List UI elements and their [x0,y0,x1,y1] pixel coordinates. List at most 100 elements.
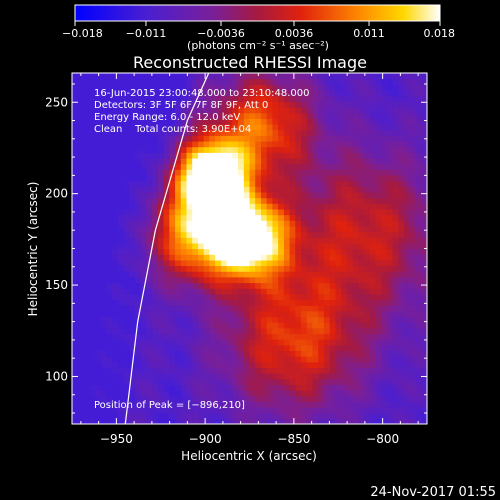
colorbar-unit-label: (photons cm⁻² s⁻¹ asec⁻²) [187,39,329,52]
heatmap-cell [157,384,165,391]
heatmap-cell [243,73,251,80]
heatmap-cell [232,418,239,424]
heatmap-cell [135,339,142,346]
heatmap-cell [312,208,319,216]
heatmap-cell [341,322,348,329]
heatmap-cell [341,225,348,233]
heatmap-cell [261,78,268,85]
heatmap-cell [186,339,193,346]
heatmap-cell [163,214,170,221]
heatmap-cell [106,237,113,244]
heatmap-cell [89,101,96,108]
heatmap-cell [198,412,205,419]
heatmap-cell [106,197,113,204]
heatmap-cell [266,152,273,159]
heatmap-cell [89,157,96,165]
heatmap-cell [129,237,136,244]
heatmap-cell [341,140,348,148]
heatmap-cell [140,333,147,340]
heatmap-cell [89,214,96,221]
heatmap-cell [375,242,382,250]
heatmap-cell [369,390,376,397]
heatmap-cell [409,367,417,374]
heatmap-cell [369,118,376,125]
heatmap-cell [77,73,84,80]
heatmap-cell [306,152,314,159]
heatmap-cell [238,412,245,419]
heatmap-cell [220,316,228,323]
heatmap-cell [261,90,268,97]
heatmap-cell [369,152,376,159]
heatmap-cell [404,197,411,204]
heatmap-cell [192,95,199,102]
heatmap-cell [243,157,251,165]
heatmap-cell [386,174,394,182]
heatmap-cell [192,276,199,284]
heatmap-cell [266,163,273,170]
heatmap-cell [301,401,308,408]
heatmap-cell [249,157,256,165]
heatmap-cell [83,361,90,368]
heatmap-cell [243,197,251,204]
heatmap-cell [94,282,102,289]
heatmap-cell [341,78,348,85]
heatmap-cell [358,390,365,397]
heatmap-cell [215,214,222,221]
heatmap-cell [409,401,417,408]
heatmap-cell [198,146,205,153]
heatmap-cell [312,90,319,97]
heatmap-cell [117,242,125,250]
heatmap-cell [375,265,382,272]
heatmap-cell [146,197,153,204]
heatmap-cell [358,203,365,210]
heatmap-cell [129,310,136,318]
heatmap-cell [283,339,291,346]
heatmap-cell [226,310,233,318]
heatmap-cell [381,73,388,80]
heatmap-cell [398,373,405,380]
heatmap-cell [83,231,90,238]
heatmap-cell [77,220,84,227]
heatmap-cell [106,395,113,402]
heatmap-cell [306,418,314,424]
heatmap-cell [375,169,382,176]
heatmap-cell [117,339,125,346]
heatmap-cell [415,180,422,187]
heatmap-cell [186,220,193,227]
heatmap-cell [335,118,342,125]
heatmap-cell [129,407,136,414]
heatmap-cell [140,361,147,368]
heatmap-cell [203,107,210,114]
heatmap-cell [409,316,417,323]
heatmap-cell [249,333,256,340]
heatmap-cell [140,203,147,210]
heatmap-cell [140,214,147,221]
heatmap-cell [323,282,331,289]
heatmap-cell [381,84,388,91]
heatmap-cell [272,288,279,295]
heatmap-cell [186,316,193,323]
heatmap-cell [100,310,107,318]
heatmap-cell [198,407,205,414]
heatmap-cell [209,152,216,159]
heatmap-cell [266,288,273,295]
heatmap-cell [375,412,382,419]
heatmap-cell [135,378,142,385]
heatmap-cell [89,135,96,142]
heatmap-cell [301,265,308,272]
heatmap-cell [323,101,331,108]
heatmap-cell [386,169,394,176]
heatmap-cell [409,214,417,221]
heatmap-cell [198,248,205,255]
heatmap-cell [323,157,331,165]
heatmap-cell [77,242,84,250]
heatmap-cell [381,152,388,159]
heatmap-cell [272,265,279,272]
heatmap-cell [209,101,216,108]
heatmap-cell [123,378,130,385]
heatmap-cell [175,412,182,419]
heatmap-cell [83,339,90,346]
heatmap-cell [77,339,84,346]
heatmap-cell [346,163,354,170]
heatmap-cell [140,310,147,318]
